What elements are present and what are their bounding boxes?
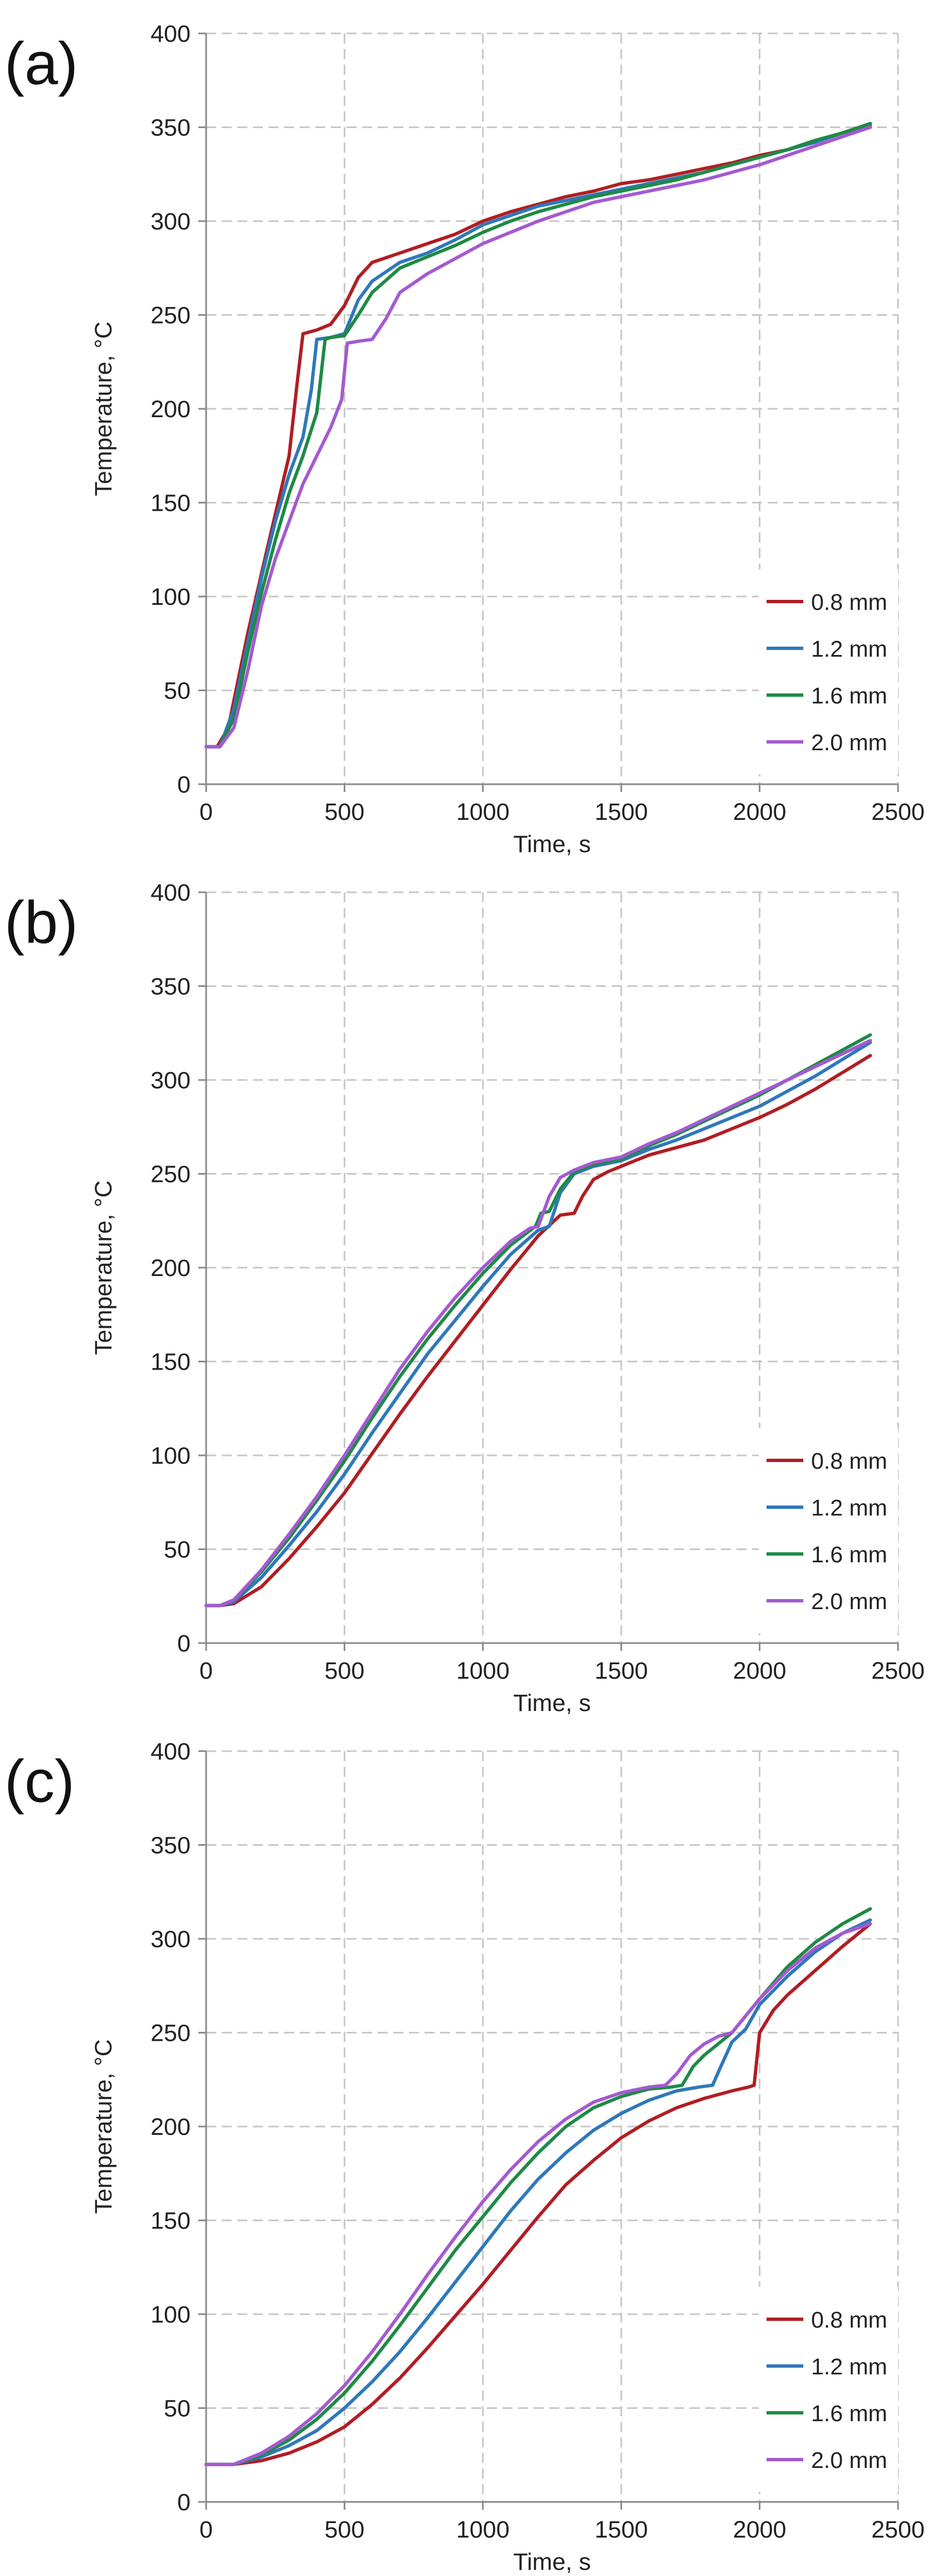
y-tick-label: 150: [150, 2208, 191, 2235]
series-line-1-2mm: [204, 1040, 872, 1607]
x-tick-label: 0: [199, 1658, 213, 1684]
panel-label-b: (b): [4, 888, 78, 956]
series-line-2-0mm: [204, 1039, 872, 1607]
x-tick-label: 1000: [456, 1658, 510, 1684]
y-tick-label: 300: [150, 208, 191, 235]
y-tick-label: 400: [150, 21, 191, 47]
y-tick-label: 150: [150, 1349, 191, 1376]
y-axis-title: Temperature, °C: [90, 1180, 117, 1355]
x-tick-label: 1500: [594, 799, 648, 825]
x-tick-label: 500: [325, 799, 365, 825]
chart-panel-a: (a) 0 50 100 150 200 250 300 350 400 0 500 1000 1500…: [0, 0, 937, 870]
legend-label: 1.2 mm: [811, 2354, 887, 2379]
y-tick-label: 0: [177, 771, 191, 798]
y-tick-label: 0: [177, 2489, 191, 2516]
temperature-chart-a: 0 50 100 150 200 250 300 350 400 0 500 1000 1500 2000…: [90, 21, 925, 858]
legend-label: 2.0 mm: [811, 730, 887, 755]
x-tick-label: 0: [199, 799, 213, 825]
panel-label-a: (a): [4, 30, 78, 97]
legend-label: 1.6 mm: [811, 1542, 887, 1567]
y-tick-label: 100: [150, 1443, 191, 1469]
legend-label: 2.0 mm: [811, 2447, 887, 2473]
y-tick-label: 300: [150, 1926, 191, 1953]
y-tick-label: 100: [150, 584, 191, 610]
legend-label: 0.8 mm: [811, 2307, 887, 2333]
legend-box: [759, 1428, 898, 1633]
x-tick-label: 2000: [733, 799, 787, 825]
gridlines-a: [206, 32, 899, 784]
y-tick-label: 200: [150, 1255, 191, 1282]
y-tick-label: 0: [177, 1630, 191, 1657]
x-axis-title: Time, s: [513, 831, 590, 858]
legend-label: 2.0 mm: [811, 1588, 887, 1614]
x-tick-label: 0: [199, 2516, 213, 2543]
y-tick-label: 400: [150, 879, 191, 906]
y-tick-label: 250: [150, 2020, 191, 2047]
x-tick-label: 1000: [456, 799, 510, 825]
legend-box: [759, 569, 898, 774]
y-tick-label: 50: [164, 1537, 191, 1563]
x-tick-label: 2000: [733, 1658, 787, 1684]
y-tick-label: 350: [150, 115, 191, 141]
x-tick-label: 2500: [871, 2516, 925, 2543]
y-tick-label: 350: [150, 974, 191, 1000]
x-tick-label: 2000: [733, 2516, 787, 2543]
legend-label: 1.6 mm: [811, 683, 887, 708]
chart-panel-c: (c) 0 50 100 150 200 250 300 350 400 0 500 1000 1500…: [0, 1718, 937, 2576]
y-tick-label: 200: [150, 396, 191, 423]
y-axis-title: Temperature, °C: [90, 321, 117, 496]
y-tick-label: 250: [150, 302, 191, 329]
x-tick-label: 1500: [594, 1658, 648, 1684]
x-tick-label: 2500: [871, 1658, 925, 1684]
legend-label: 0.8 mm: [811, 1448, 887, 1474]
legend-c: 0.8 mm 1.2 mm 1.6 mm 2.0 mm: [759, 2287, 898, 2492]
series-line-1-2mm: [204, 1918, 872, 2466]
x-tick-label: 1500: [594, 2516, 648, 2543]
legend-label: 1.2 mm: [811, 636, 887, 662]
panel-label-c: (c): [4, 1747, 75, 1815]
x-tick-label: 2500: [871, 799, 925, 825]
x-axis-title: Time, s: [513, 2549, 590, 2575]
legend-label: 0.8 mm: [811, 589, 887, 615]
y-tick-label: 100: [150, 2301, 191, 2328]
temperature-chart-c: 0 50 100 150 200 250 300 350 400 0 500 1000 1500 2000…: [90, 1738, 925, 2575]
legend-a: 0.8 mm 1.2 mm 1.6 mm 2.0 mm: [759, 569, 898, 774]
y-tick-label: 300: [150, 1067, 191, 1094]
y-tick-label: 200: [150, 2114, 191, 2140]
legend-label: 1.6 mm: [811, 2401, 887, 2426]
y-tick-label: 250: [150, 1161, 191, 1188]
x-tick-label: 500: [325, 2516, 365, 2543]
y-axis-title: Temperature, °C: [90, 2039, 117, 2214]
legend-label: 1.2 mm: [811, 1495, 887, 1521]
y-tick-label: 350: [150, 1832, 191, 1859]
x-tick-label: 1000: [456, 2516, 510, 2543]
series-line-0-8mm: [204, 1922, 872, 2466]
y-tick-label: 50: [164, 2396, 191, 2422]
series-line-1-6mm: [204, 121, 872, 749]
gridlines-b: [206, 891, 899, 1643]
y-tick-label: 150: [150, 490, 191, 517]
series-line-0-8mm: [204, 121, 872, 749]
series-line-2-0mm: [204, 1922, 872, 2466]
y-tick-label: 400: [150, 1738, 191, 1765]
x-tick-label: 500: [325, 1658, 365, 1684]
legend-box: [759, 2287, 898, 2492]
x-axis-title: Time, s: [513, 1690, 590, 1717]
temperature-chart-b: 0 50 100 150 200 250 300 350 400 0 500 1000 1500 2000…: [90, 879, 925, 1717]
series-line-0-8mm: [204, 1054, 872, 1607]
series-line-2-0mm: [204, 125, 872, 749]
legend-b: 0.8 mm 1.2 mm 1.6 mm 2.0 mm: [759, 1428, 898, 1633]
chart-panel-b: (b) 0 50 100 150 200 250 300 350 400 0 500 1000 1500…: [0, 859, 937, 1729]
series-line-1-6mm: [204, 1033, 872, 1607]
y-tick-label: 50: [164, 678, 191, 705]
